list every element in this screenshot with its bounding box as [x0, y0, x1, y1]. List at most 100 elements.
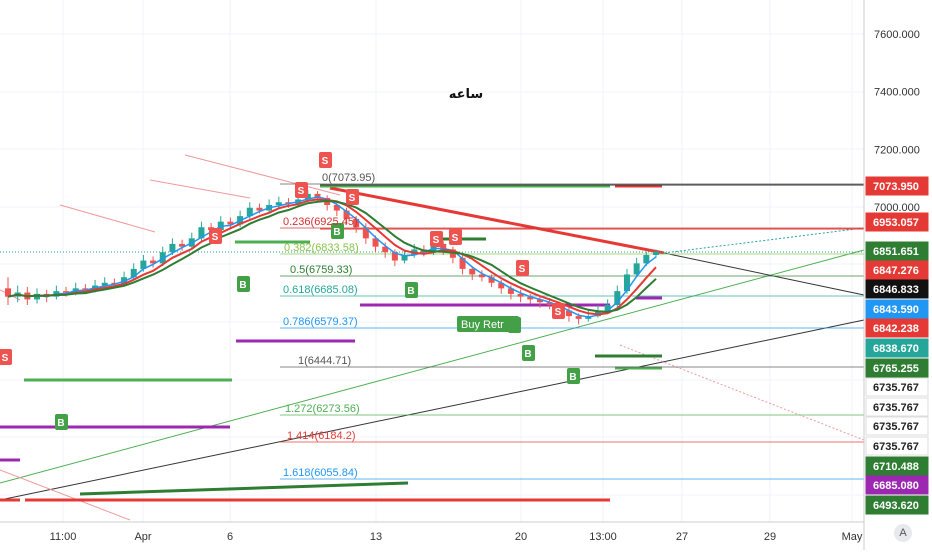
candle-body [614, 291, 621, 305]
signal-label: B [569, 372, 576, 383]
signal-label: B [57, 418, 64, 429]
sell-signal[interactable] [319, 152, 332, 168]
signal-label: S [212, 232, 219, 243]
x-tick-label: 20 [515, 531, 527, 543]
sell-signal[interactable] [552, 303, 565, 319]
candle-body [314, 193, 321, 199]
tradingview-logo-icon[interactable]: A [894, 524, 912, 542]
sell-signal[interactable] [0, 349, 12, 365]
price-badge [865, 436, 929, 456]
projection-line [663, 252, 865, 296]
price-badge-label: 6842.238 [873, 323, 919, 335]
price-badge-label: 6685.080 [873, 480, 919, 492]
resistance-trendline [329, 186, 665, 255]
candle-body [353, 218, 360, 228]
candle-body [653, 251, 659, 255]
candle-body [507, 288, 514, 294]
price-badge [865, 397, 929, 417]
candle-body [159, 252, 166, 264]
candle-body [594, 310, 601, 317]
fib-level-label: 1.272(6273.56) [285, 403, 360, 415]
signal-label: S [2, 353, 9, 364]
candle-body [101, 282, 108, 286]
fib-level-label: 1.414(6184.2) [287, 430, 356, 442]
red-fan-1 [184, 154, 341, 196]
x-tick-label: Apr [134, 531, 151, 543]
price-badge-label: 6838.670 [873, 343, 919, 355]
buy-retrace-badge[interactable] [457, 316, 519, 332]
red-fan-3 [59, 204, 156, 233]
signal-label: S [298, 186, 305, 197]
fib-level-label: 0.236(6925.45) [283, 216, 358, 228]
candle-body [150, 260, 157, 264]
fib-level-label: 0.618(6685.08) [283, 284, 358, 296]
x-tick-label: May [842, 531, 863, 543]
candle-body [34, 293, 41, 300]
sell-signal[interactable] [516, 260, 529, 276]
price-badge-label: 6735.767 [873, 382, 919, 394]
fib-level-label: 0.382(6833.58) [284, 242, 359, 254]
buy-signal[interactable] [237, 276, 250, 292]
price-badge-label: 6735.767 [873, 421, 919, 433]
fib-level-label: 0(7073.95) [322, 172, 375, 184]
price-badge-label: 6765.255 [873, 363, 919, 375]
support-line-black [0, 319, 865, 501]
candle-body [401, 255, 408, 261]
price-badge [865, 377, 929, 397]
price-badge-label: 6846.833 [873, 284, 919, 296]
signal-label: S [349, 193, 356, 204]
candle-body [343, 210, 350, 219]
price-badge [865, 338, 929, 358]
x-tick-label: 11:00 [50, 531, 77, 543]
price-badge [865, 212, 929, 232]
buy-signal[interactable] [567, 368, 580, 384]
sell-signal[interactable] [209, 228, 222, 244]
signal-label: S [322, 156, 329, 167]
x-tick-label: 6 [227, 531, 233, 543]
candle-body [604, 305, 611, 311]
candle-body [488, 277, 495, 283]
x-tick-label: 27 [676, 531, 688, 543]
price-badge [865, 279, 929, 299]
candle-body [333, 205, 340, 211]
buy-signal[interactable] [405, 282, 418, 298]
candle-body [227, 221, 234, 225]
x-tick-label: 29 [764, 531, 776, 543]
price-badge [865, 416, 929, 436]
signal-label: S [452, 233, 459, 244]
sell-signal[interactable] [346, 189, 359, 205]
fib-level-label: 0.5(6759.33) [290, 264, 352, 276]
sell-signal[interactable] [430, 231, 443, 247]
candle-body [440, 243, 447, 250]
buy-signal[interactable] [331, 223, 344, 239]
price-badge [865, 176, 929, 196]
y-tick-label: 7200.000 [874, 144, 920, 156]
buy-signal[interactable] [55, 414, 68, 430]
price-badge [865, 260, 929, 280]
candle-body [275, 202, 282, 205]
sell-signal[interactable] [449, 229, 462, 245]
price-badge-label: 6735.767 [873, 402, 919, 414]
y-tick-label: 7600.000 [874, 29, 920, 41]
candle-body [382, 246, 389, 253]
price-badge-label: 6843.590 [873, 304, 919, 316]
candle-body [536, 299, 543, 303]
candle-body [256, 207, 263, 211]
signal-label: B [407, 286, 414, 297]
signal-label: B [239, 280, 246, 291]
sell-signal[interactable] [295, 182, 308, 198]
price-badge [865, 241, 929, 261]
price-badge [865, 456, 929, 476]
candle-body [469, 268, 476, 275]
price-badge-label: 7073.950 [873, 181, 919, 193]
candle-body [498, 282, 505, 289]
buy-signal[interactable] [522, 345, 535, 361]
price-badge-label: 6493.620 [873, 500, 919, 512]
signal-label: B [524, 349, 531, 360]
x-tick-label: 13:00 [589, 531, 617, 543]
buy-retrace-label: Buy Retr [461, 319, 504, 331]
signal-label: S [433, 235, 440, 246]
candle-body [372, 238, 379, 247]
